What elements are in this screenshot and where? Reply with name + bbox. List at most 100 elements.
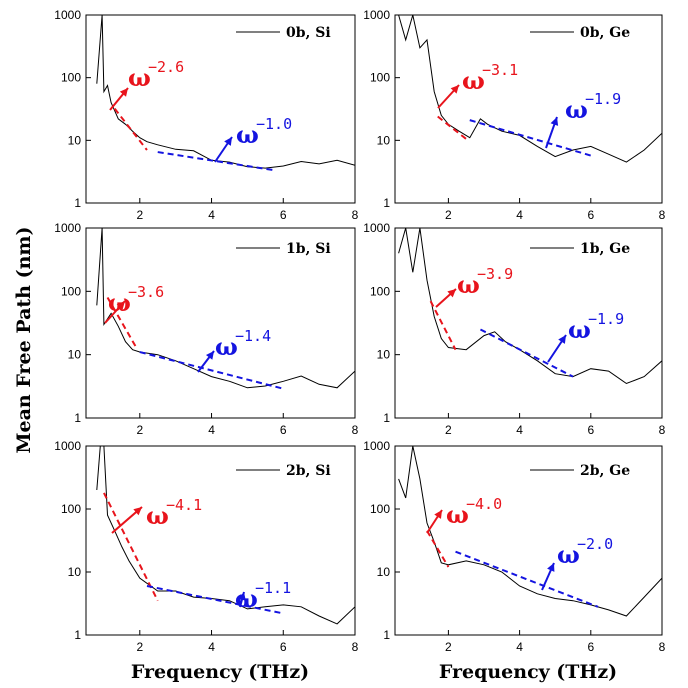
- fit-label-low: ω: [146, 501, 169, 530]
- legend-label: 0b, Ge: [580, 25, 630, 41]
- fit-arrowhead-low: [119, 88, 128, 97]
- y-tick-label: 1: [74, 628, 81, 642]
- fit-label-high: ω: [557, 540, 580, 569]
- x-tick-label: 6: [587, 640, 594, 654]
- fit-line-high: [479, 328, 574, 378]
- y-tick-label: 1: [74, 411, 81, 425]
- x-tick-label: 6: [280, 423, 287, 437]
- plot-frame: [85, 445, 356, 636]
- y-tick-label: 1000: [54, 221, 81, 235]
- fit-exponent-high: −1.9: [588, 310, 624, 328]
- legend-label: 2b, Si: [286, 463, 331, 479]
- y-tick-label: 100: [61, 502, 81, 516]
- y-tick-label: 10: [68, 133, 82, 147]
- fit-arrowhead-low: [434, 510, 442, 519]
- y-tick-label: 1000: [363, 221, 390, 235]
- legend-label: 1b, Si: [286, 241, 331, 257]
- x-tick-label: 2: [445, 208, 452, 222]
- fit-exponent-low: −3.6: [128, 283, 164, 301]
- fit-label-high: ω: [215, 332, 238, 361]
- x-tick-label: 6: [587, 208, 594, 222]
- mfp-curve: [398, 228, 662, 385]
- fit-exponent-low: −4.1: [166, 496, 202, 514]
- fit-label-high: ω: [236, 120, 259, 149]
- fit-arrowhead-high: [547, 563, 555, 572]
- y-tick-label: 100: [370, 502, 390, 516]
- fit-arrowhead-low: [133, 507, 142, 516]
- fit-arrowhead-high: [205, 351, 214, 360]
- x-tick-label: 2: [136, 640, 143, 654]
- fit-exponent-high: −1.0: [256, 115, 292, 133]
- x-tick-label: 8: [352, 640, 359, 654]
- fit-arrowhead-high: [558, 335, 566, 344]
- fit-exponent-high: −2.0: [577, 535, 613, 553]
- fit-line-low: [113, 108, 148, 151]
- fit-line-low: [437, 115, 467, 140]
- y-tick-label: 10: [377, 348, 391, 362]
- y-tick-label: 100: [370, 71, 390, 85]
- mfp-curve: [398, 446, 662, 617]
- fit-line-low: [426, 530, 450, 568]
- x-tick-label: 2: [445, 640, 452, 654]
- plot-frame: [85, 227, 356, 419]
- fit-line-low: [429, 300, 457, 351]
- plot-frame: [394, 227, 663, 419]
- y-tick-label: 100: [61, 71, 81, 85]
- y-tick-label: 100: [61, 284, 81, 298]
- mfp-curve: [96, 446, 355, 625]
- fit-exponent-high: −1.9: [585, 90, 621, 108]
- x-tick-label: 4: [516, 208, 523, 222]
- fit-arrowhead-high: [224, 137, 232, 146]
- fit-line-high: [146, 584, 284, 615]
- fit-arrowhead-low: [116, 301, 125, 310]
- fit-label-high: ω: [568, 315, 591, 344]
- y-axis-title: Mean Free Path (nm): [13, 226, 35, 453]
- mfp-curve: [96, 15, 355, 169]
- fit-label-high: ω: [565, 95, 588, 124]
- x-tick-label: 4: [208, 423, 215, 437]
- plot-frame: [394, 14, 663, 204]
- fit-label-high: ω: [235, 584, 258, 613]
- fit-line-high: [455, 550, 599, 608]
- fit-arrowhead-high: [238, 592, 246, 601]
- x-tick-label: 4: [208, 208, 215, 222]
- fit-arrowhead-high: [550, 117, 559, 126]
- fit-exponent-high: −1.1: [255, 579, 291, 597]
- x-tick-label: 8: [659, 208, 666, 222]
- fit-exponent-low: −4.0: [466, 495, 502, 513]
- x-tick-label: 8: [659, 423, 666, 437]
- y-tick-label: 1000: [363, 8, 390, 22]
- fit-exponent-low: −3.1: [482, 61, 518, 79]
- y-tick-label: 10: [377, 565, 391, 579]
- legend-label: 1b, Ge: [580, 241, 630, 257]
- fit-label-low: ω: [108, 288, 131, 317]
- y-tick-label: 1000: [363, 439, 390, 453]
- fit-arrowhead-low: [447, 289, 456, 298]
- x-tick-label: 4: [516, 640, 523, 654]
- y-tick-label: 1: [383, 411, 390, 425]
- x-tick-label: 8: [352, 208, 359, 222]
- x-tick-label: 8: [659, 640, 666, 654]
- y-tick-label: 1: [383, 628, 390, 642]
- x-tick-label: 2: [136, 423, 143, 437]
- x-axis-title-left: Frequency (THz): [131, 661, 309, 683]
- y-tick-label: 1: [74, 196, 81, 210]
- mfp-curve: [398, 15, 662, 163]
- fit-label-low: ω: [446, 500, 469, 529]
- x-tick-label: 2: [445, 423, 452, 437]
- x-tick-label: 2: [136, 208, 143, 222]
- y-tick-label: 10: [68, 348, 82, 362]
- x-tick-label: 4: [516, 423, 523, 437]
- legend-label: 0b, Si: [286, 25, 331, 41]
- y-tick-label: 1: [383, 196, 390, 210]
- x-tick-label: 6: [280, 640, 287, 654]
- fit-exponent-low: −2.6: [148, 58, 184, 76]
- fit-label-low: ω: [128, 63, 151, 92]
- y-tick-label: 10: [377, 133, 391, 147]
- fit-label-low: ω: [462, 66, 485, 95]
